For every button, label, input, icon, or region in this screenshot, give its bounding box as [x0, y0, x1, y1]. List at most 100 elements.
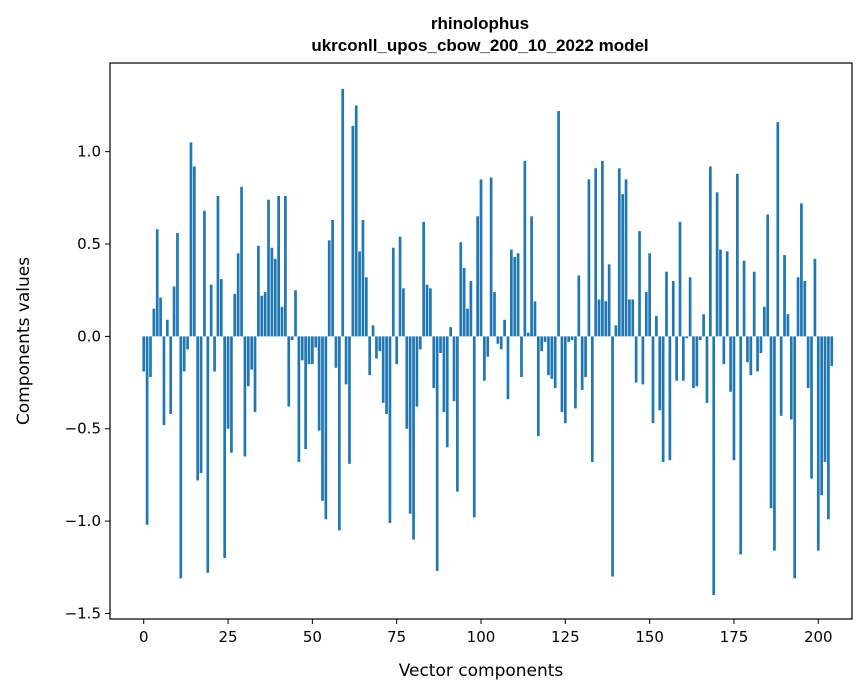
bar: [725, 251, 729, 337]
bar: [570, 336, 574, 341]
bar: [671, 280, 675, 337]
bar: [665, 271, 668, 337]
bar: [553, 336, 557, 389]
bar: [223, 336, 227, 559]
bar: [540, 336, 544, 352]
bar: [348, 336, 351, 464]
bar: [587, 179, 591, 337]
bars-group: [142, 88, 834, 595]
bar: [358, 251, 361, 337]
bar: [209, 284, 213, 337]
bar: [415, 336, 419, 407]
bar: [510, 249, 513, 337]
x-tick-label: 75: [387, 628, 406, 646]
bar: [628, 299, 631, 337]
x-axis-label: Vector components: [399, 661, 564, 681]
bar: [300, 336, 304, 361]
bar: [712, 336, 716, 595]
x-tick-label: 175: [720, 628, 749, 646]
bar: [516, 253, 520, 337]
bar: [574, 336, 577, 409]
bar: [418, 336, 422, 350]
bar: [557, 111, 560, 337]
bar: [789, 336, 793, 420]
bar: [682, 336, 685, 381]
bar: [280, 306, 284, 337]
bar: [506, 336, 510, 400]
bar: [597, 299, 601, 337]
bar: [429, 288, 432, 337]
bar: [577, 275, 581, 337]
bar: [742, 260, 746, 337]
bar: [381, 336, 385, 403]
bar: [422, 221, 426, 337]
bar: [324, 336, 328, 520]
bar: [368, 336, 372, 376]
bar: [827, 336, 830, 520]
bar: [425, 284, 429, 337]
bar: [709, 166, 712, 337]
bar: [216, 196, 220, 337]
bar: [307, 336, 311, 365]
bar: [257, 245, 260, 337]
bar: [456, 336, 459, 492]
bar: [678, 221, 682, 337]
x-tick-label: 50: [303, 628, 322, 646]
bar: [547, 336, 550, 376]
bar: [287, 336, 291, 407]
bar: [638, 231, 641, 337]
bar: [162, 336, 166, 426]
bar: [462, 268, 466, 337]
bar: [172, 286, 176, 337]
bar: [304, 336, 307, 450]
bar: [459, 242, 463, 337]
bar: [243, 336, 247, 457]
bar: [321, 336, 324, 501]
bar: [496, 336, 500, 344]
bar: [634, 336, 638, 383]
bar: [607, 264, 611, 337]
bar: [661, 336, 665, 462]
plot-frame: [109, 62, 853, 620]
bar: [611, 336, 614, 577]
bar: [644, 292, 648, 337]
bar: [503, 319, 506, 337]
bar: [513, 256, 517, 337]
bar: [594, 168, 598, 337]
bar: [449, 327, 452, 337]
bar: [199, 336, 203, 474]
bar: [705, 336, 709, 403]
bar: [796, 277, 800, 337]
y-tick-label: −0.5: [65, 420, 101, 438]
chart-subtitle: ukrconll_upos_cbow_200_10_2022 model: [311, 36, 648, 55]
y-tick-label: 1.0: [77, 143, 101, 161]
bar: [499, 336, 503, 350]
bar: [479, 179, 483, 337]
bar: [314, 336, 318, 348]
bar: [520, 336, 523, 378]
bar: [388, 336, 392, 523]
bar: [351, 125, 355, 337]
bar: [526, 332, 530, 337]
bar: [621, 194, 625, 337]
bar: [489, 177, 493, 337]
bar: [452, 336, 456, 402]
bar: [206, 336, 210, 573]
bar: [719, 249, 722, 337]
bar: [823, 336, 827, 462]
bar: [472, 336, 476, 518]
bar: [735, 173, 739, 337]
bar: [493, 292, 496, 337]
bar: [385, 336, 388, 414]
bar: [439, 336, 442, 353]
bar: [327, 240, 331, 337]
bar: [675, 336, 678, 381]
bar: [658, 336, 662, 411]
bar: [692, 336, 695, 389]
bar: [152, 308, 156, 337]
bar: [601, 160, 604, 337]
bar: [203, 210, 206, 337]
bar: [668, 336, 672, 461]
bar: [230, 336, 233, 453]
